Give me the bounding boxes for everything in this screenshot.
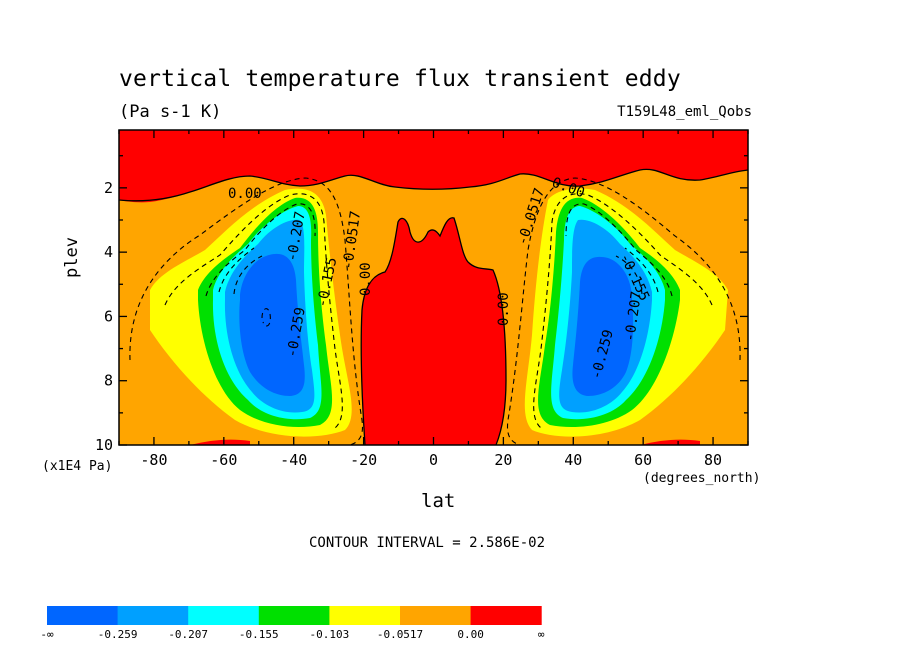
x-tick-label: -40 [280, 451, 307, 469]
colorbar-segment [188, 606, 260, 625]
contour-lines [119, 168, 748, 445]
x-axis-units: (degrees_north) [643, 471, 761, 486]
run-id: T159L48_eml_Qobs [617, 104, 752, 120]
x-tick-label: -80 [140, 451, 167, 469]
contour-label: -0.207 [622, 290, 645, 342]
contour-interval-note: CONTOUR INTERVAL = 2.586E-02 [309, 535, 546, 551]
y-tick-label: 8 [104, 372, 113, 390]
y-axis-units: (x1E4 Pa) [42, 459, 113, 474]
contour-field [119, 130, 748, 445]
y-tick-label: 4 [104, 243, 113, 261]
x-tick-label: 60 [634, 451, 652, 469]
colorbar-label: -0.103 [309, 628, 350, 641]
chart-units: (Pa s-1 K) [119, 102, 222, 122]
colorbar-label: -0.207 [168, 628, 209, 641]
left-blue [239, 253, 305, 396]
chart-title: vertical temperature flux transient eddy [119, 66, 681, 92]
x-tick-label: -60 [210, 451, 237, 469]
x-tick-label: 80 [704, 451, 722, 469]
colorbar-label: 0.00 [457, 628, 484, 641]
contour-label: 0.00 [228, 186, 262, 202]
axis-ticks [118, 130, 749, 446]
x-tick-label: -20 [350, 451, 377, 469]
y-tick-label: 2 [104, 179, 113, 197]
colorbar-label: -0.155 [238, 628, 279, 641]
axis-tick-labels: -80 -60 -40 -20 0 20 40 60 80 2 4 6 8 10 [95, 179, 722, 469]
contour-label: 0.00 [358, 262, 374, 296]
right-blue [572, 256, 634, 396]
x-tick-label: 20 [494, 451, 512, 469]
x-axis-label: lat [421, 490, 456, 512]
y-tick-label: 6 [104, 307, 113, 325]
colorbar-segment [258, 606, 330, 625]
colorbar-segment [400, 606, 472, 625]
x-tick-label: 0 [429, 451, 438, 469]
colorbar-label: -0.259 [97, 628, 138, 641]
colorbar [47, 606, 542, 625]
colorbar-label: -∞ [40, 628, 54, 641]
colorbar-segment [47, 606, 119, 625]
y-tick-label: 10 [95, 436, 113, 454]
contour-label: 0.00 [496, 292, 512, 326]
colorbar-label: -0.0517 [376, 628, 424, 641]
region-red-center [361, 217, 506, 445]
colorbar-segment [329, 606, 401, 625]
dashed-contours [129, 177, 741, 445]
y-axis-label: plev [62, 237, 82, 278]
colorbar-label: ∞ [537, 628, 545, 641]
colorbar-segment [470, 606, 542, 625]
colorbar-segment [117, 606, 189, 625]
x-tick-label: 40 [564, 451, 582, 469]
